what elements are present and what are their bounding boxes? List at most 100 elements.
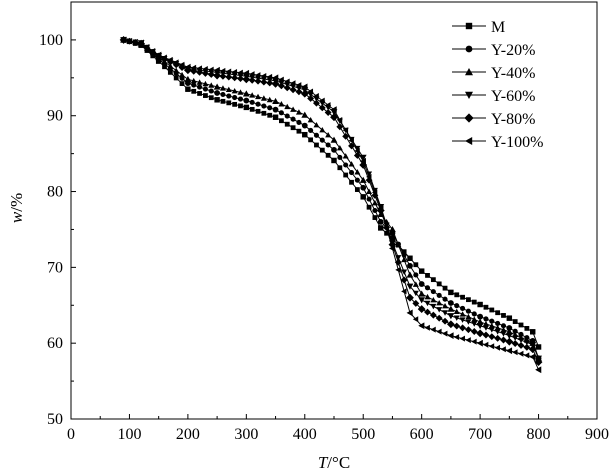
sample-marker: [319, 97, 325, 104]
sample-marker: [284, 103, 291, 110]
sample-marker: [482, 325, 489, 331]
x-tick-label: 600: [410, 426, 434, 443]
sample-marker: [307, 116, 314, 123]
sample-marker: [494, 324, 501, 331]
sample-marker: [518, 350, 524, 357]
sample-marker: [296, 119, 302, 125]
sample-marker: [436, 328, 442, 335]
sample-marker: [360, 155, 367, 161]
sample-marker: [471, 321, 478, 327]
sample-marker: [488, 327, 495, 333]
sample-marker: [348, 170, 355, 176]
sample-marker: [454, 292, 460, 298]
sample-marker: [425, 273, 430, 278]
sample-marker: [149, 48, 156, 55]
sample-marker: [319, 126, 326, 133]
sample-marker: [196, 79, 203, 85]
sample-marker: [494, 344, 501, 351]
sample-marker: [173, 75, 179, 81]
sample-marker: [342, 153, 349, 159]
sample-marker: [255, 101, 261, 107]
y-tick-label: 50: [47, 411, 63, 428]
sample-marker: [161, 54, 167, 61]
sample-marker: [506, 315, 512, 321]
sample-marker: [249, 92, 256, 98]
sample-marker: [505, 338, 513, 346]
x-axis-label: T/°C: [318, 453, 350, 472]
sample-marker: [255, 72, 261, 79]
sample-marker: [471, 299, 477, 305]
sample-marker: [301, 111, 308, 118]
sample-marker: [220, 91, 226, 98]
sample-marker: [429, 311, 437, 319]
sample-marker: [225, 68, 232, 75]
sample-marker: [448, 289, 454, 295]
sample-marker: [489, 318, 495, 324]
sample-marker: [453, 322, 461, 330]
legend-marker: [465, 22, 473, 30]
sample-marker: [407, 263, 413, 269]
sample-marker: [389, 226, 396, 232]
sample-marker: [488, 322, 495, 329]
legend-item: Y-80%: [452, 111, 535, 128]
sample-marker: [460, 305, 466, 312]
sample-marker: [482, 320, 489, 327]
sample-marker: [447, 313, 454, 319]
sample-marker: [202, 66, 208, 73]
sample-marker: [401, 288, 407, 295]
sample-marker: [213, 72, 221, 79]
sample-marker: [295, 109, 302, 115]
sample-marker: [184, 66, 192, 74]
y-tick-label: 100: [39, 32, 63, 49]
sample-marker: [419, 268, 425, 274]
sample-marker: [126, 37, 132, 44]
sample-marker: [512, 319, 518, 324]
legend-item: Y-20%: [452, 42, 535, 59]
sample-marker: [336, 123, 344, 131]
sample-marker: [331, 158, 337, 163]
x-tick-label: 700: [468, 426, 492, 443]
sample-marker: [424, 285, 431, 291]
legend-marker: [465, 68, 473, 76]
sample-marker: [202, 86, 208, 92]
sample-marker: [266, 73, 273, 80]
sample-marker: [290, 125, 296, 131]
sample-marker: [143, 43, 150, 50]
sample-marker: [342, 132, 350, 140]
sample-marker: [354, 147, 360, 154]
sample-marker: [506, 347, 512, 354]
sample-marker: [436, 299, 443, 306]
sample-marker: [225, 86, 232, 93]
axes-layer: 0 100 200 300 400 500 600 700 800 900 50 60 70 80 90 10…: [39, 1, 609, 443]
sample-marker: [500, 326, 507, 333]
sample-marker: [470, 328, 478, 335]
sample-marker: [184, 76, 191, 82]
sample-marker: [412, 299, 420, 307]
y-tick-label: 60: [47, 335, 63, 352]
sample-marker: [336, 116, 343, 123]
sample-marker: [255, 93, 262, 100]
sample-marker: [314, 142, 319, 148]
sample-marker: [249, 99, 255, 105]
sample-marker: [360, 158, 366, 165]
sample-marker: [261, 103, 267, 109]
sample-marker: [390, 236, 395, 241]
sample-marker: [483, 304, 489, 310]
sample-marker: [220, 98, 226, 104]
sample-marker: [343, 172, 349, 178]
sample-marker: [430, 326, 436, 333]
sample-marker: [248, 76, 256, 84]
sample-marker: [191, 88, 197, 94]
sample-marker: [313, 132, 320, 138]
legend-marker: [465, 45, 473, 53]
sample-marker: [466, 297, 471, 303]
sample-marker: [495, 320, 501, 327]
sample-marker: [290, 116, 296, 122]
sample-marker: [489, 307, 495, 313]
sample-marker: [232, 101, 238, 107]
series-y-100pct: [120, 36, 542, 374]
sample-marker: [377, 207, 385, 214]
sample-marker: [179, 71, 186, 78]
sample-marker: [278, 101, 285, 107]
sample-marker: [447, 320, 455, 328]
